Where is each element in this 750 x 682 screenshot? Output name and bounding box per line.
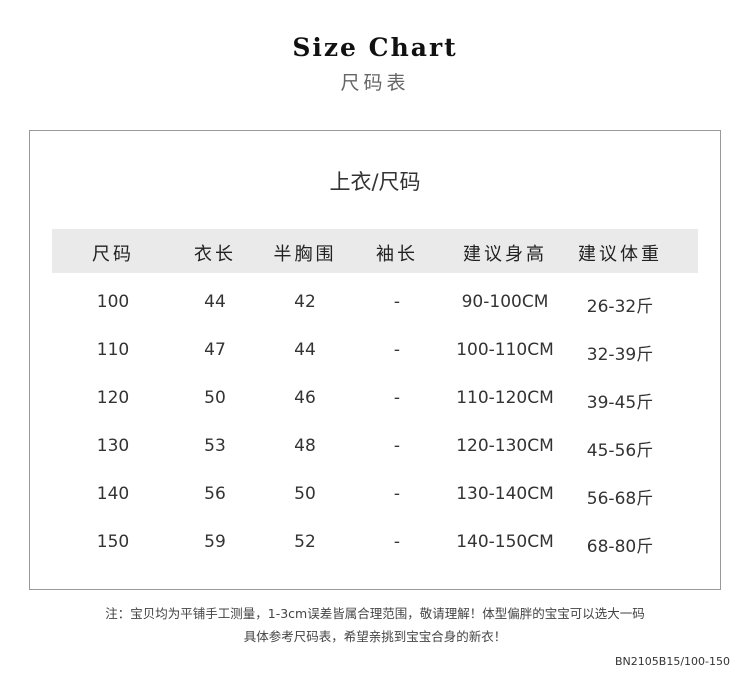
table-cell: 140 xyxy=(96,484,130,504)
table-cell: 150 xyxy=(96,532,130,552)
table-header-cell: 建议身高 xyxy=(463,244,547,265)
table-cell: 48 xyxy=(294,436,316,456)
table-cell: 47 xyxy=(204,340,226,360)
table-title: 上衣/尺码 xyxy=(329,170,421,194)
table-cell: - xyxy=(393,340,401,360)
table-cell: - xyxy=(393,388,401,408)
table-cell: - xyxy=(393,484,401,504)
table-header-cell: 衣长 xyxy=(194,244,236,265)
table-cell: 140-150CM xyxy=(456,532,554,552)
table-cell: 110 xyxy=(96,340,130,360)
table-cell: 46 xyxy=(294,388,316,408)
table-header-band xyxy=(52,229,698,273)
product-code: BN2105B15/100-150 xyxy=(615,655,730,668)
table-cell: 50 xyxy=(204,388,226,408)
table-cell: 110-120CM xyxy=(456,388,554,408)
table-header-cell: 袖长 xyxy=(376,244,418,265)
table-cell: 32-39斤 xyxy=(586,345,654,365)
table-cell: 50 xyxy=(294,484,316,504)
table-cell: - xyxy=(393,292,401,312)
table-cell: 52 xyxy=(294,532,316,552)
table-cell: 44 xyxy=(294,340,316,360)
table-cell: 45-56斤 xyxy=(586,441,654,461)
table-cell: 44 xyxy=(204,292,226,312)
table-cell: 42 xyxy=(294,292,316,312)
table-header-cell: 半胸围 xyxy=(273,244,337,265)
table-cell: 68-80斤 xyxy=(586,537,654,557)
table-cell: 120-130CM xyxy=(456,436,554,456)
table-cell: 59 xyxy=(204,532,226,552)
note-line-1: 注：宝贝均为平铺手工测量，1-3cm误差皆属合理范围，敬请理解！体型偏胖的宝宝可… xyxy=(105,606,645,621)
table-cell: 130-140CM xyxy=(456,484,554,504)
table-cell: 90-100CM xyxy=(461,292,549,312)
table-header-cell: 尺码 xyxy=(92,244,134,265)
note-line-2: 具体参考尺码表，希望亲挑到宝宝合身的新衣！ xyxy=(243,629,507,644)
table-cell: 56-68斤 xyxy=(586,489,654,509)
table-cell: 100-110CM xyxy=(456,340,554,360)
page-subtitle: 尺码表 xyxy=(340,72,410,94)
table-cell: 100 xyxy=(96,292,130,312)
table-cell: 130 xyxy=(96,436,130,456)
table-cell: 26-32斤 xyxy=(586,297,654,317)
size-table-frame xyxy=(29,130,721,590)
table-cell: - xyxy=(393,436,401,456)
table-cell: - xyxy=(393,532,401,552)
table-cell: 120 xyxy=(96,388,130,408)
table-cell: 56 xyxy=(204,484,226,504)
page-title: Size Chart xyxy=(292,33,458,62)
table-header-cell: 建议体重 xyxy=(578,244,662,265)
table-cell: 39-45斤 xyxy=(586,393,654,413)
table-cell: 53 xyxy=(204,436,226,456)
